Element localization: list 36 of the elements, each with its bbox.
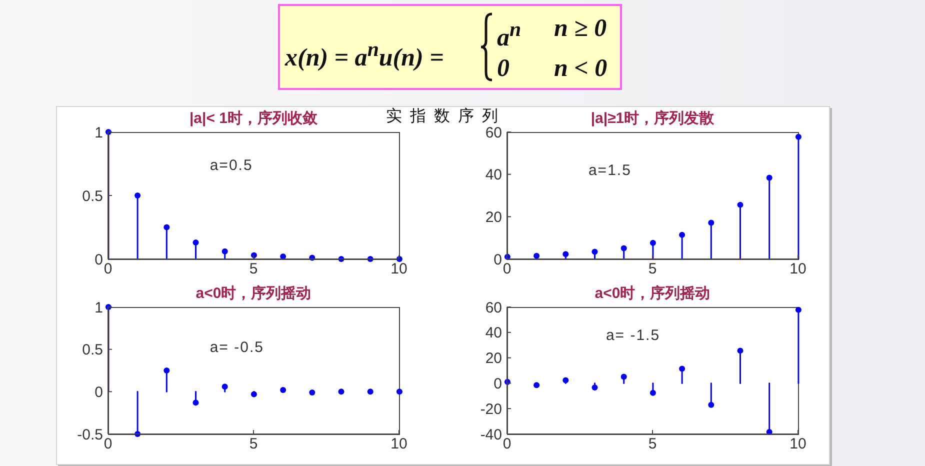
y-tick-label: -40	[480, 426, 502, 444]
y-tick-label: 20	[485, 350, 502, 368]
x-tick-label: 5	[648, 260, 657, 278]
y-tick-label: 40	[485, 324, 502, 342]
x-tick-label: 5	[249, 260, 258, 278]
text: n < 0	[554, 54, 608, 84]
annotation: a=0.5	[210, 157, 253, 176]
y-tick-label: 0.5	[82, 342, 103, 359]
text: a$^{n}$	[497, 16, 522, 54]
y-tick-label: 60	[485, 299, 502, 316]
y-tick-label: -0.5	[77, 426, 103, 444]
text: 实指数序列	[386, 108, 506, 125]
y-tick-label: 0	[94, 384, 103, 401]
x-tick-label: 5	[648, 436, 657, 453]
annotation: a= -1.5	[606, 327, 660, 346]
y-tick-label: 20	[485, 208, 502, 226]
x-tick-label: 5	[249, 436, 258, 453]
y-tick-label: -20	[480, 400, 502, 418]
y-tick-label: 1	[94, 299, 103, 316]
text: n ≥ 0	[554, 14, 607, 44]
y-tick-label: 40	[485, 166, 502, 184]
y-tick-label: 0	[494, 376, 502, 393]
chart-title: a<0时，序列摇动	[194, 285, 312, 303]
x-tick-label: 10	[790, 260, 806, 278]
x-tick-label: 10	[390, 436, 408, 453]
y-tick-label: 0.5	[82, 188, 103, 205]
chart-title: a<0时，序列摇动	[594, 285, 712, 303]
annotation: a=1.5	[588, 162, 632, 180]
y-tick-label: 1	[94, 124, 103, 142]
y-tick-label: 60	[485, 124, 502, 142]
x-tick-label: 10	[790, 436, 806, 453]
chart-title: |a|≥1时，序列发散	[590, 110, 716, 128]
annotation: a= -0.5	[210, 338, 264, 357]
chart-title: |a|< 1时，序列收敛	[189, 110, 318, 127]
x-tick-label: 10	[390, 260, 408, 278]
text: x(n) = a$^{n}$u(n) =	[285, 36, 444, 74]
